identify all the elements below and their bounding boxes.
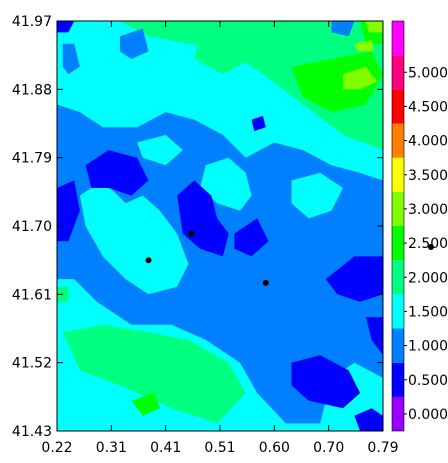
x-axis: 0.22 0.31 0.41 0.51 0.60 0.70 0.79 xyxy=(41,21,399,456)
contour-region-28 xyxy=(291,355,361,409)
colorbar-label-2: 1.000 xyxy=(408,339,448,355)
x-tick-label-1: 0.31 xyxy=(96,440,127,456)
colorbar-band-1 xyxy=(392,362,404,397)
site-marker-0 xyxy=(145,257,152,264)
y-tick-label-1: 41.88 xyxy=(12,82,52,98)
colorbar-band-6 xyxy=(392,191,404,226)
contour-fill-regions xyxy=(57,21,383,431)
contour-region-30 xyxy=(57,21,75,33)
contour-region-8 xyxy=(291,51,383,113)
colorbar-band-11 xyxy=(392,21,404,56)
y-tick-label-4: 41.61 xyxy=(12,287,52,303)
contour-region-10 xyxy=(131,393,160,416)
colorbar-label-5: 2.500 xyxy=(408,236,448,252)
y-tick-label-3: 41.70 xyxy=(12,219,52,235)
y-tick-label-0: 41.97 xyxy=(12,14,52,30)
y-tick-label-2: 41.79 xyxy=(12,151,52,167)
colorbar-label-0: 0.000 xyxy=(408,407,448,423)
contour-region-1 xyxy=(119,21,383,151)
colorbar-band-10 xyxy=(392,55,404,90)
contour-region-19 xyxy=(200,157,252,211)
colorbar-label-6: 3.000 xyxy=(408,202,448,218)
x-tick-label-2: 0.41 xyxy=(150,440,181,456)
colorbar-label-4: 2.000 xyxy=(408,270,448,286)
y-axis: 41.97 41.88 41.79 41.70 41.61 41.52 41.43 xyxy=(12,14,383,440)
contour-region-11 xyxy=(343,66,378,90)
colorbar-label-7: 3.500 xyxy=(408,168,448,184)
y-tick-label-6: 41.43 xyxy=(12,424,52,440)
colorbar-label-9: 4.500 xyxy=(408,99,448,115)
contour-region-27 xyxy=(365,317,383,356)
contour-region-16 xyxy=(119,28,149,59)
x-tick-label-5: 0.70 xyxy=(313,440,344,456)
colorbar-band-8 xyxy=(392,123,404,158)
x-tick-label-3: 0.51 xyxy=(204,440,235,456)
contour-region-12 xyxy=(365,21,383,33)
colorbar-band-5 xyxy=(392,226,404,261)
colorbar-legend-dot xyxy=(428,244,434,250)
contour-region-20 xyxy=(291,172,343,219)
contour-region-29 xyxy=(354,408,383,431)
x-tick-label-4: 0.60 xyxy=(259,440,290,456)
colorbar-band-9 xyxy=(392,89,404,124)
x-tick-label-6: 0.79 xyxy=(367,440,398,456)
x-tick-label-0: 0.22 xyxy=(41,440,72,456)
contour-region-31 xyxy=(251,115,266,132)
contour-region-15 xyxy=(62,43,80,75)
colorbar-label-1: 0.500 xyxy=(408,373,448,389)
colorbar-band-2 xyxy=(392,328,404,363)
contour-region-17 xyxy=(331,21,355,37)
colorbar-band-4 xyxy=(392,260,404,295)
contour-region-26 xyxy=(325,256,383,302)
site-markers xyxy=(145,230,269,286)
colorbar-label-3: 1.500 xyxy=(408,304,448,320)
contour-region-2 xyxy=(62,324,246,424)
colorbar-band-0 xyxy=(392,396,404,431)
colorbar-label-10: 5.000 xyxy=(408,65,448,81)
colorbar-label-8: 4.000 xyxy=(408,134,448,150)
contour-region-18 xyxy=(79,180,189,295)
site-marker-1 xyxy=(262,279,269,286)
y-tick-label-5: 41.52 xyxy=(12,356,52,372)
site-marker-2 xyxy=(188,230,195,237)
colorbar-frame xyxy=(391,20,405,432)
contour-region-13 xyxy=(354,40,375,52)
colorbar: 0.000 0.500 1.000 1.500 2.000 2.500 3.000 3.500… xyxy=(391,20,448,432)
contour-region-3 xyxy=(194,36,252,75)
colorbar-band-7 xyxy=(392,157,404,192)
contour-region-25 xyxy=(234,218,269,257)
colorbar-band-3 xyxy=(392,294,404,329)
contour-region-22 xyxy=(85,150,149,196)
contour-region-21 xyxy=(137,134,183,166)
contour-region-24 xyxy=(177,180,229,257)
